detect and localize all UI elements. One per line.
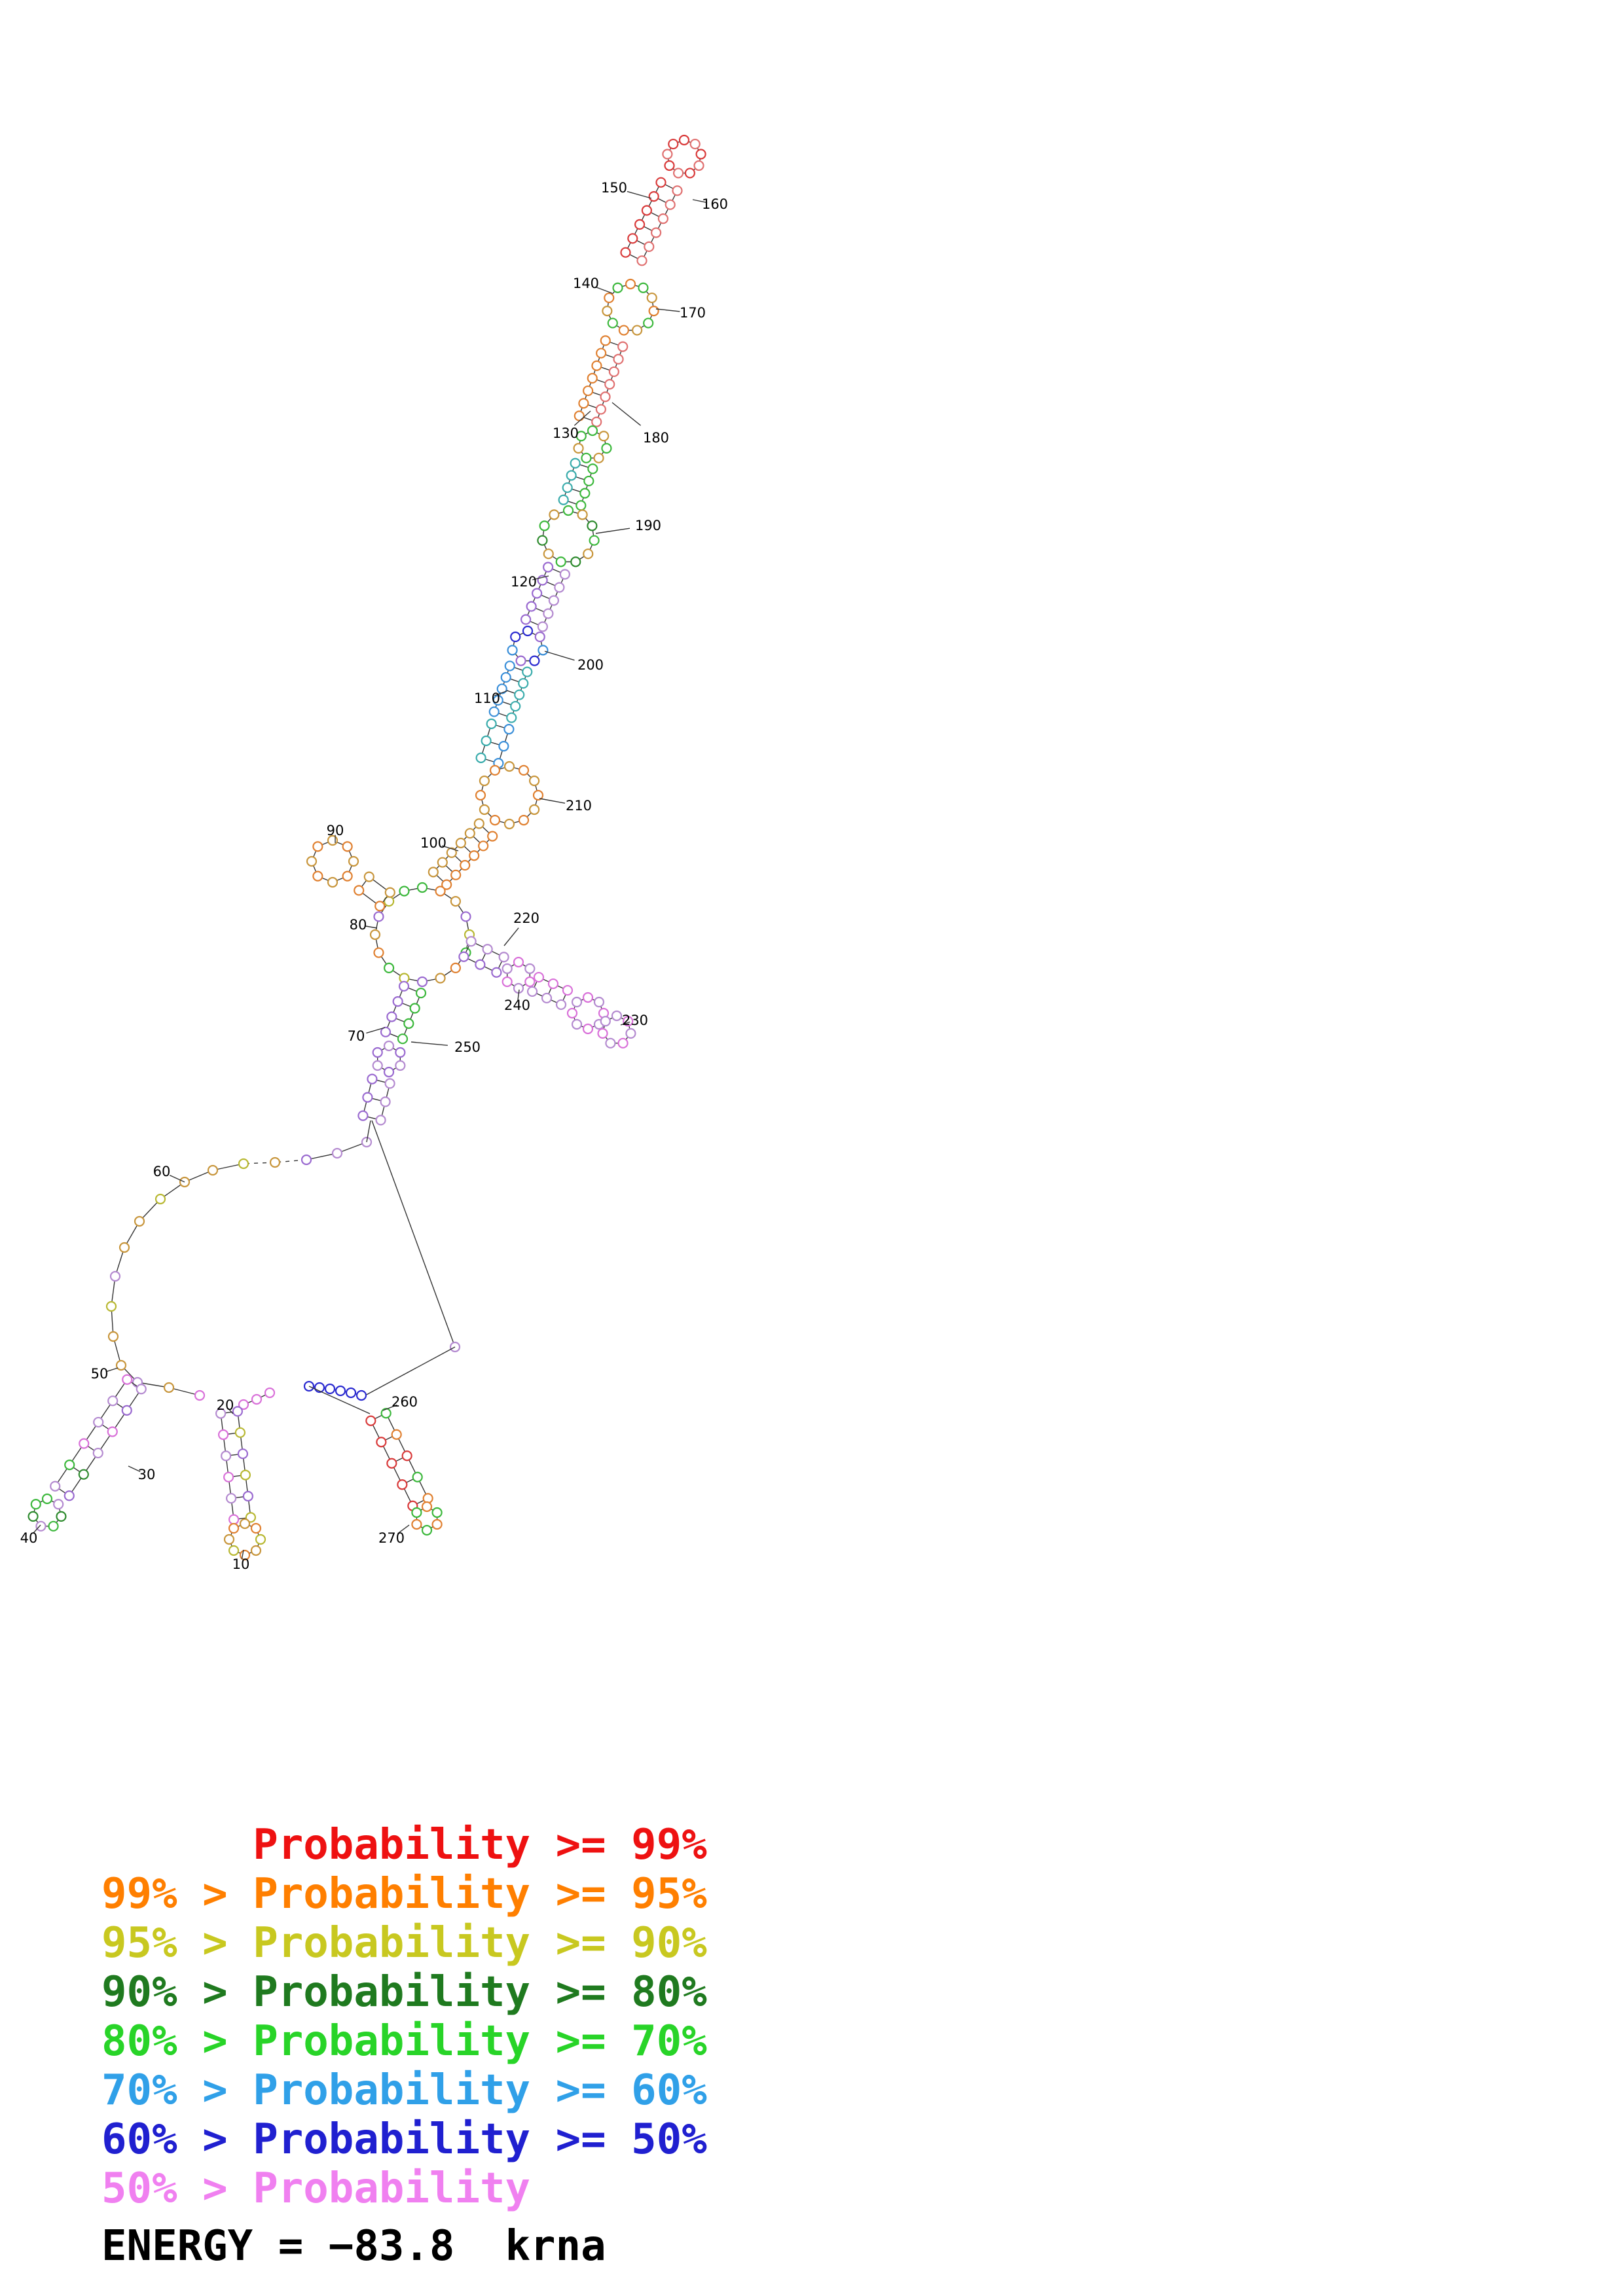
svg-text:70: 70 xyxy=(348,1028,365,1044)
svg-text:90: 90 xyxy=(327,823,344,838)
svg-text:10: 10 xyxy=(232,1556,250,1572)
svg-text:100: 100 xyxy=(420,835,447,851)
svg-text:150: 150 xyxy=(601,180,627,196)
svg-text:170: 170 xyxy=(680,305,706,321)
energy-label: ENERGY = −83.8 krna xyxy=(101,2222,606,2270)
svg-text:130: 130 xyxy=(553,425,579,441)
legend-entry-99: Probability >= 99% xyxy=(253,1821,707,1869)
svg-text:230: 230 xyxy=(622,1013,648,1028)
legend-entry-50: 60% > Probability >= 50% xyxy=(101,2115,707,2164)
legend-entry-below-50: 50% > Probability xyxy=(101,2164,531,2213)
svg-text:30: 30 xyxy=(138,1467,156,1482)
svg-text:270: 270 xyxy=(378,1530,405,1546)
svg-text:190: 190 xyxy=(635,518,661,533)
svg-text:180: 180 xyxy=(643,430,669,446)
svg-text:80: 80 xyxy=(350,917,367,933)
svg-text:140: 140 xyxy=(573,276,599,291)
svg-text:40: 40 xyxy=(20,1530,38,1546)
svg-text:260: 260 xyxy=(392,1394,418,1410)
svg-text:120: 120 xyxy=(511,574,537,590)
legend-entry-90: 95% > Probability >= 90% xyxy=(101,1919,707,1967)
legend-entry-80: 90% > Probability >= 80% xyxy=(101,1968,707,2017)
svg-text:110: 110 xyxy=(474,691,500,706)
svg-text:160: 160 xyxy=(702,196,728,212)
svg-text:250: 250 xyxy=(454,1039,481,1055)
svg-text:240: 240 xyxy=(504,997,530,1013)
svg-text:50: 50 xyxy=(91,1366,109,1382)
legend-entry-70: 80% > Probability >= 70% xyxy=(101,2017,707,2066)
svg-text:60: 60 xyxy=(153,1164,171,1179)
probability-legend: Probability >= 99% 99% > Probability >= … xyxy=(101,1821,707,2214)
svg-text:200: 200 xyxy=(577,657,604,673)
svg-text:210: 210 xyxy=(566,798,592,814)
svg-text:20: 20 xyxy=(217,1397,234,1413)
legend-entry-60: 70% > Probability >= 60% xyxy=(101,2066,707,2115)
legend-entry-95: 99% > Probability >= 95% xyxy=(101,1870,707,1918)
svg-text:220: 220 xyxy=(513,910,539,926)
